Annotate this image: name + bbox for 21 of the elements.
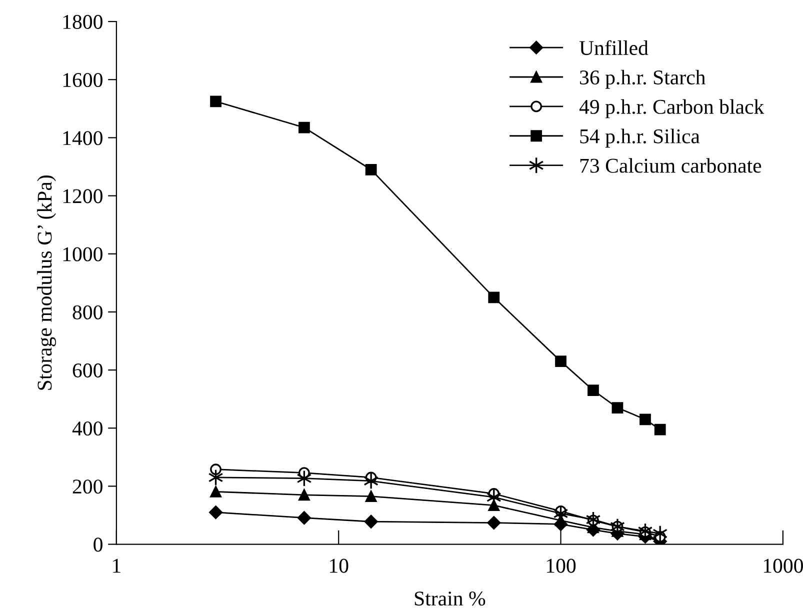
legend-label: 73 Calcium carbonate xyxy=(580,158,762,173)
legend-label: 36 p.h.r. Starch xyxy=(580,70,706,89)
y-tick-label: 1800 xyxy=(63,14,102,29)
y-axis-title: Storage modulus G’ (kPa) xyxy=(37,176,56,390)
legend-label: Unfilled xyxy=(579,40,648,56)
y-tick-label: 1200 xyxy=(63,189,102,204)
x-axis-title: Strain % xyxy=(414,592,486,606)
x-tick-label: 100 xyxy=(546,558,576,573)
x-tick-label: 1000 xyxy=(764,558,803,573)
legend-label: 54 p.h.r. Silica xyxy=(580,128,700,148)
y-tick-label: 600 xyxy=(72,363,102,378)
y-tick-label: 400 xyxy=(72,421,102,436)
y-tick-label: 800 xyxy=(72,305,102,320)
y-tick-label: 1000 xyxy=(63,247,102,262)
y-tick-label: 1400 xyxy=(63,131,102,146)
y-tick-label: 200 xyxy=(72,480,102,494)
legend-label: 49 p.h.r. Carbon black xyxy=(579,99,764,118)
x-tick-label: 10 xyxy=(330,558,348,573)
x-tick-label: 1 xyxy=(113,558,120,573)
y-tick-label: 0 xyxy=(94,538,102,552)
y-tick-label: 1600 xyxy=(63,72,102,88)
